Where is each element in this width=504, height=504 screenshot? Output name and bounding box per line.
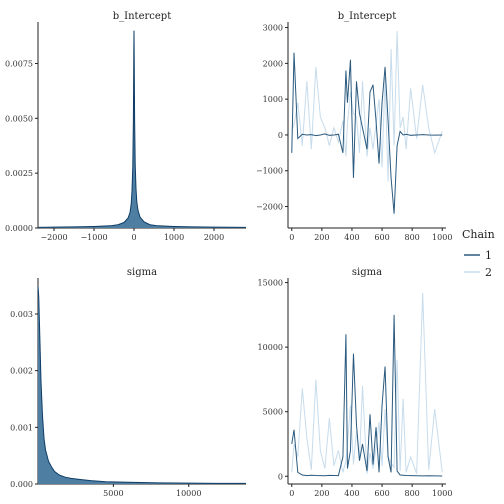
legend-chain-1-label: 1 (485, 249, 492, 262)
x-tick-label: 5000 (103, 489, 123, 498)
x-tick-label: 1000 (432, 233, 452, 242)
y-tick-label: −1000 (256, 167, 283, 176)
y-tick-label: 0.002 (10, 367, 33, 376)
panel-title: sigma (127, 267, 157, 278)
x-tick-label: 400 (344, 489, 359, 498)
y-tick-label: 0.0075 (5, 59, 33, 68)
trace-line-chain-1 (291, 52, 443, 214)
x-tick-label: 1000 (164, 233, 184, 242)
density-area (38, 285, 246, 484)
y-tick-label: 0.0050 (5, 114, 33, 123)
x-tick-label: −1000 (80, 233, 107, 242)
legend-title: Chain (462, 228, 495, 241)
panel-title: sigma (352, 267, 382, 278)
y-tick-label: −2000 (256, 203, 283, 212)
y-tick-label: 0.000 (10, 480, 33, 489)
trace-line-chain-2 (291, 31, 443, 182)
x-tick-label: 600 (374, 489, 389, 498)
y-tick-label: 2000 (263, 59, 283, 68)
y-tick-label: 15000 (258, 279, 283, 288)
trace-line-chain-2 (291, 292, 443, 474)
panel-1: b_Intercept 0.0000 0.0025 0.0050 0.0075 −2000… (5, 11, 247, 242)
density-line (37, 285, 246, 484)
x-tick-label: −2000 (40, 233, 67, 242)
panel-title: b_Intercept (113, 11, 171, 22)
x-tick-label: 200 (314, 233, 329, 242)
panel-title: b_Intercept (338, 11, 396, 22)
x-tick-label: 200 (314, 489, 329, 498)
y-tick-label: 0.003 (10, 310, 33, 319)
x-tick-label: 600 (374, 233, 389, 242)
y-tick-label: 10000 (258, 343, 283, 352)
x-tick-label: 400 (344, 233, 359, 242)
x-tick-label: 2000 (204, 233, 224, 242)
x-tick-label: 0 (289, 233, 294, 242)
panel-4: sigma 0 5000 10000 15000 0 200 400 600 800 1000 (258, 267, 453, 498)
y-tick-label: 0.001 (10, 423, 33, 432)
y-tick-label: 5000 (263, 408, 283, 417)
y-tick-label: 3000 (263, 24, 283, 33)
trace-line-chain-1 (291, 314, 443, 477)
y-tick-label: 0 (278, 131, 283, 140)
x-tick-label: 800 (405, 489, 420, 498)
x-tick-label: 800 (405, 233, 420, 242)
legend-chain-2-label: 2 (485, 266, 492, 279)
legend: Chain 1 2 (462, 228, 495, 279)
density-area (38, 30, 246, 228)
x-tick-label: 0 (289, 489, 294, 498)
panel-3: sigma 0.000 0.001 0.002 0.003 5000 10000 (10, 267, 246, 498)
y-tick-label: 1000 (263, 95, 283, 104)
y-tick-label: 0 (278, 472, 283, 481)
x-tick-label: 0 (131, 233, 136, 242)
x-tick-label: 10000 (176, 489, 201, 498)
panel-2: b_Intercept −2000 −1000 0 1000 2000 3000 0 200 40… (256, 11, 452, 242)
x-tick-label: 1000 (432, 489, 452, 498)
y-tick-label: 0.0025 (5, 169, 33, 178)
density-line (37, 30, 247, 228)
y-tick-label: 0.0000 (5, 224, 33, 233)
